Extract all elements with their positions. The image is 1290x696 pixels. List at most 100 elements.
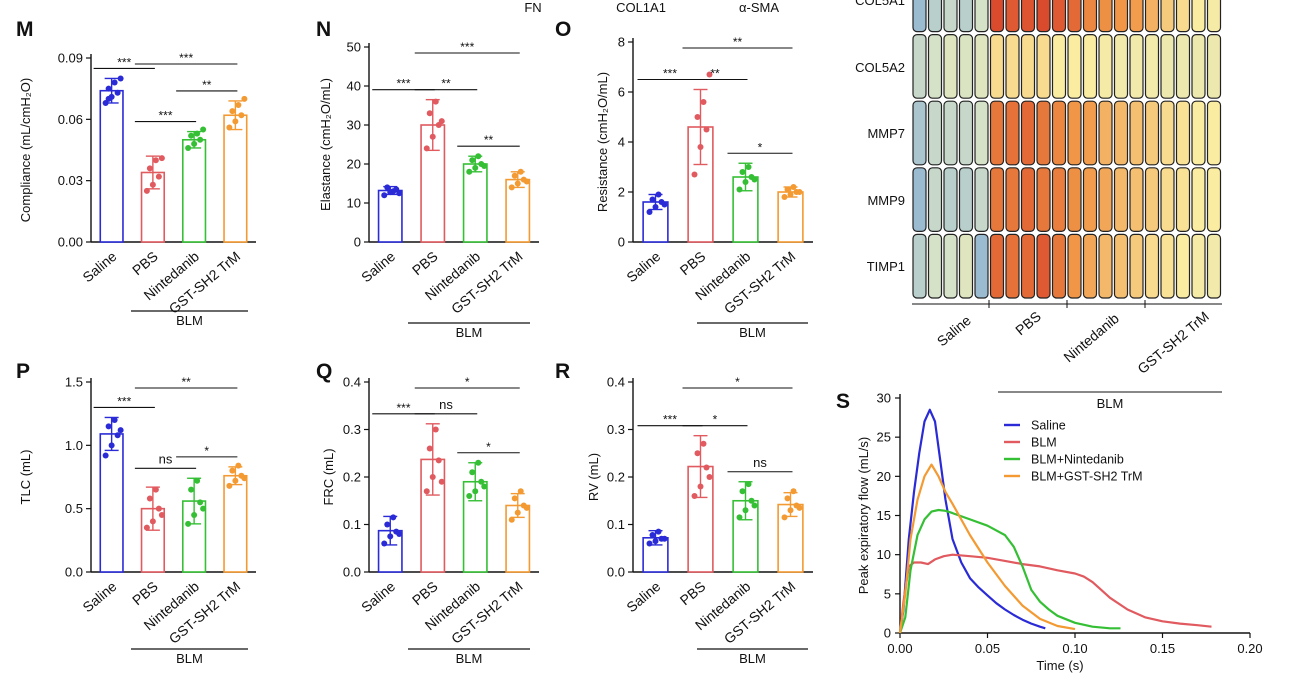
heatmap-cell [912,167,927,233]
y-tick-label: 0.3 [343,422,361,437]
heatmap-cell [989,0,1005,33]
heatmap-cell [1206,100,1222,166]
data-point [152,157,159,164]
data-point [241,95,248,102]
panel-r: R0.00.10.20.30.4RV (mL)Saline PBSNintedan… [555,360,813,666]
data-point [188,486,195,493]
heatmap-cell [1005,233,1020,299]
heatmap-cell [1005,167,1020,233]
data-point [438,478,445,485]
data-point [426,445,433,452]
heatmap-cell [1082,233,1098,299]
data-point [475,459,482,466]
data-point [736,514,743,521]
heatmap-group-saline: Saline [934,312,974,349]
x-tick-label: 0.10 [1062,641,1087,656]
data-point [200,126,207,133]
heatmap-cell [1020,233,1036,299]
data-point [432,426,439,433]
data-point [748,497,755,504]
data-point [700,99,707,105]
data-point [790,488,797,495]
data-point [472,164,479,171]
data-point [384,184,391,191]
data-point [691,493,698,499]
data-point [226,482,233,489]
data-point [703,126,710,133]
heatmap-cell [1020,100,1036,166]
significance-label: * [713,413,718,427]
heatmap-cell [1036,100,1051,166]
data-point [697,483,704,490]
data-point [481,162,488,169]
heatmap-cell [1113,33,1129,99]
legend-label: BLM [1031,436,1057,450]
heatmap-group-pbs: PBS [1012,308,1044,338]
data-point [229,108,236,115]
y-tick-label: 4 [618,135,625,150]
significance-label: *** [460,40,474,54]
data-point [697,144,704,150]
heatmap-cell [1113,233,1129,299]
heatmap-cell [1098,33,1113,99]
heatmap-cell [912,233,927,299]
bar-gst-sh2-trm [223,114,248,243]
data-point [466,493,473,499]
data-point [152,486,159,493]
data-point [111,417,118,423]
category-label: PBS [677,248,709,278]
heatmap-cell [927,233,943,299]
y-tick-label: 0 [884,626,891,641]
significance-label: ** [710,67,720,81]
data-point [188,132,195,139]
heatmap-cell [1020,0,1036,33]
heatmap-cell [1144,100,1160,166]
heatmap-cell [927,33,943,99]
heatmap-cell [943,0,958,33]
data-point [241,475,248,482]
data-point [149,518,156,525]
panel-s: S BLM Saline BLM BLM+Nintedanib BLM+GST-SH2… [836,390,1263,673]
data-point [114,89,121,96]
heatmap-cell [1020,167,1036,233]
data-point [105,423,112,430]
data-point [108,442,115,449]
data-point [511,495,518,502]
data-point [751,502,758,509]
y-axis-label: Compliance (mL/cmH₂O) [18,78,33,222]
data-point [435,457,442,464]
significance-label: *** [158,109,172,123]
x-axis-label: Time (s) [1036,658,1083,673]
heatmap-cell [1144,167,1160,233]
data-point [475,153,482,160]
y-tick-label: 0.2 [343,470,361,485]
data-point [523,504,530,511]
y-tick-label: 1.0 [65,438,83,453]
series-line-blm-nintedanib [898,508,1121,634]
significance-label: ns [753,455,767,470]
heatmap-cell [1036,233,1051,299]
category-label: Saline [79,248,119,285]
bar-saline [99,89,124,243]
bar-saline [377,189,403,243]
data-point [652,538,659,545]
data-point [751,176,758,183]
data-point [235,462,242,469]
y-tick-label: 0.0 [343,565,361,580]
data-point [381,540,388,547]
panel-label-s: S [836,390,850,413]
heatmap-cell [1098,233,1113,299]
category-label: PBS [677,578,709,608]
heatmap-cell [912,0,927,33]
heatmap-group-gst: GST-SH2 TrM [1134,308,1212,377]
data-point [194,130,201,137]
data-point [655,528,662,535]
heatmap-cell [1206,33,1222,99]
data-point [396,190,403,197]
heatmap-cell [912,100,927,166]
data-point [796,189,803,195]
y-tick-label: 20 [347,157,361,172]
heatmap-cell [1005,0,1020,33]
heatmap-cell [974,100,989,166]
